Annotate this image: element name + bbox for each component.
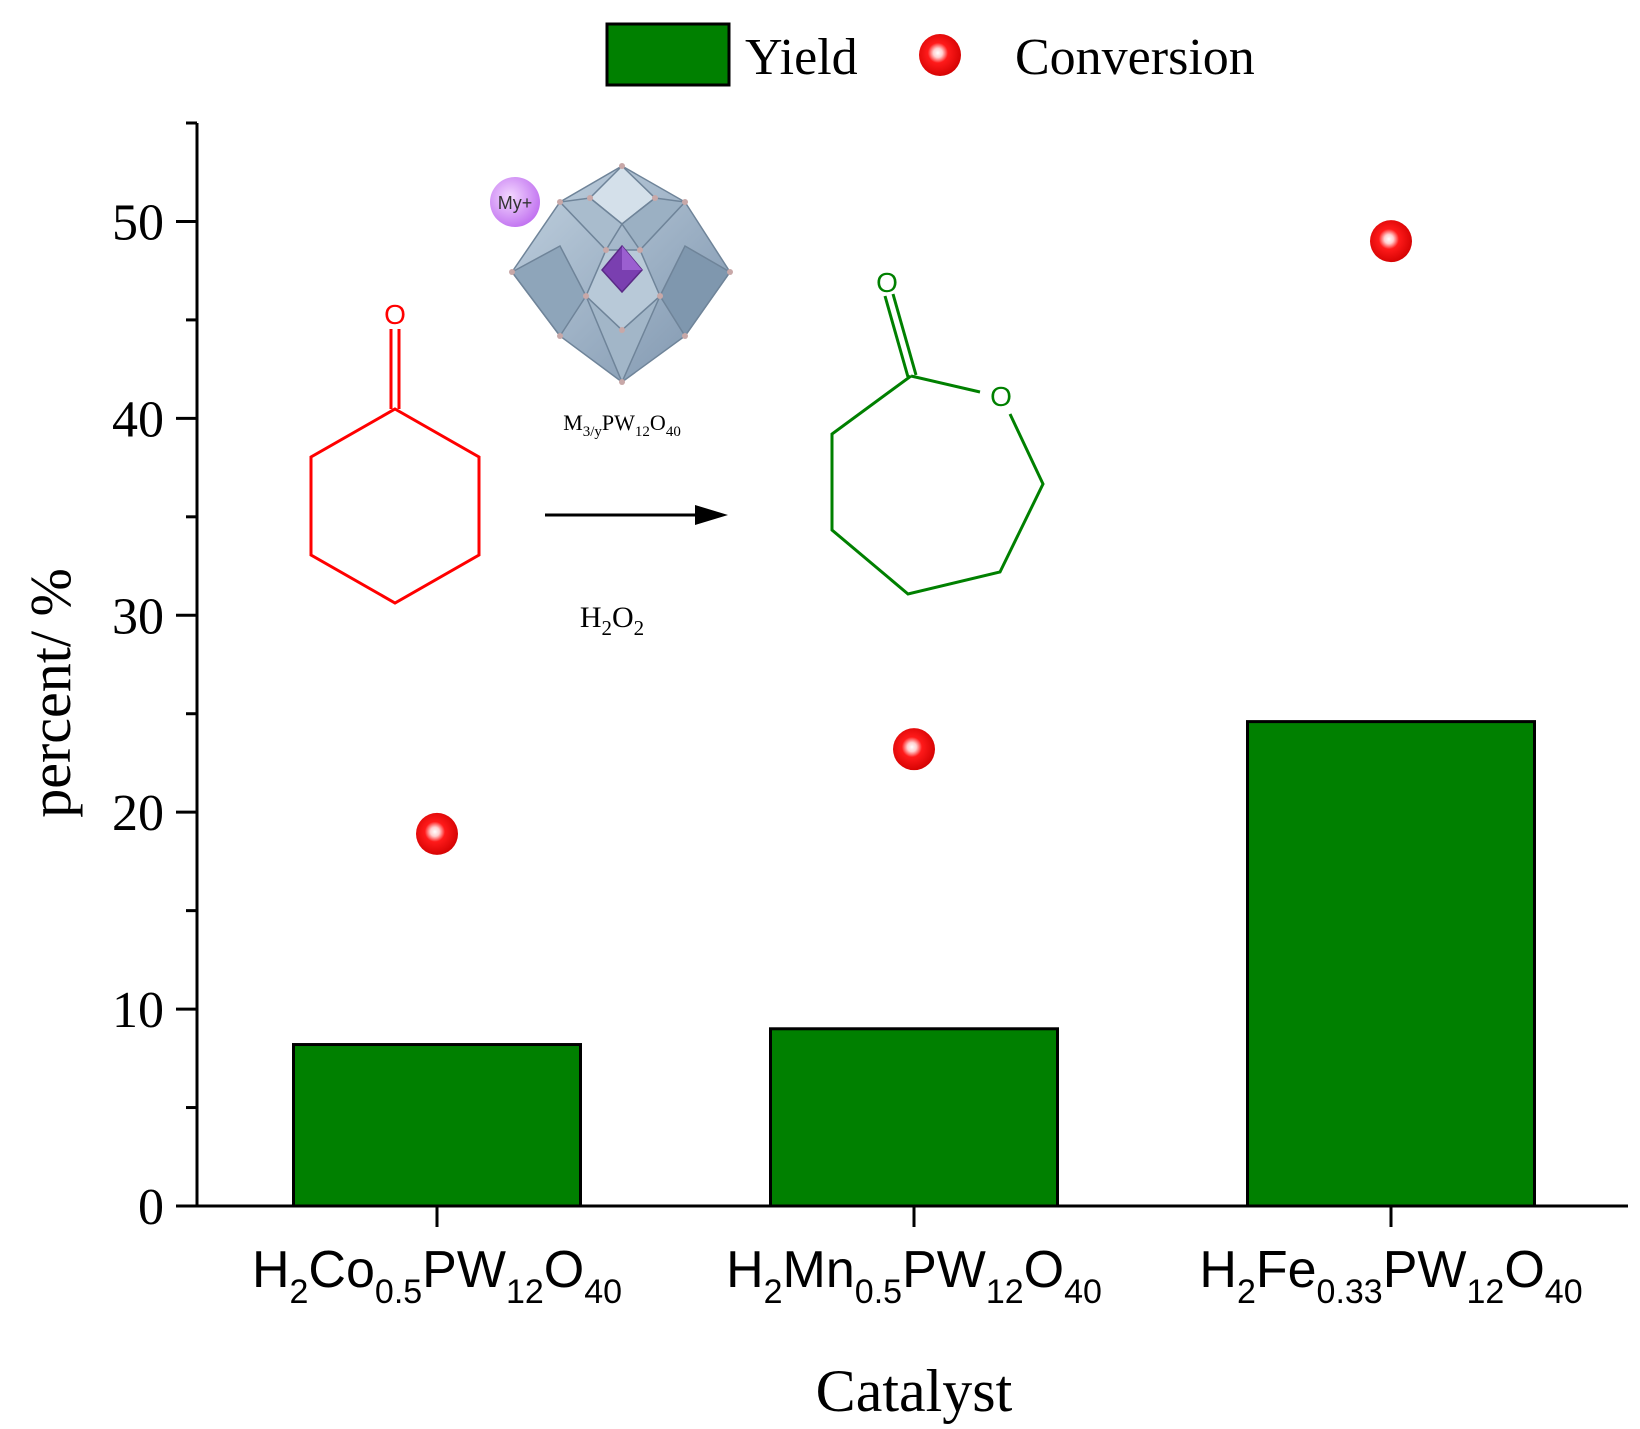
ring-oxygen-label: O bbox=[990, 381, 1012, 412]
reactant-oxygen-label: O bbox=[384, 299, 406, 330]
carbonyl-oxygen-label: O bbox=[876, 267, 898, 298]
oxidant-formula-text: H2​O2​ bbox=[580, 601, 644, 640]
catalyst-formula-label: M3/y​PW12​O40​ bbox=[563, 410, 681, 440]
axes bbox=[176, 123, 1628, 1208]
y-tick-label: 0 bbox=[138, 1179, 164, 1236]
y-tick-label: 20 bbox=[112, 785, 164, 842]
y-tick-label: 40 bbox=[112, 391, 164, 448]
x-ticks bbox=[435, 1206, 1393, 1227]
reaction-scheme: O My+ M3/y​P bbox=[309, 163, 1045, 640]
metal-ion-icon bbox=[490, 177, 540, 227]
legend-label-yield: Yield bbox=[745, 29, 858, 86]
x-tick-labels: H2​Co0.5​PW12​O40​ H2​Mn0.5​PW12​O40​ H2​F… bbox=[252, 1241, 1583, 1311]
yield-bars bbox=[292, 720, 1536, 1208]
y-tick-label: 50 bbox=[112, 194, 164, 251]
polyoxometalate-structure bbox=[509, 163, 733, 385]
reaction-arrow bbox=[545, 505, 728, 525]
y-ticks: 0 10 20 30 40 50 bbox=[112, 121, 197, 1236]
y-tick-label: 10 bbox=[112, 982, 164, 1039]
caprolactone-structure bbox=[830, 293, 1045, 596]
metal-ion-label: My+ bbox=[498, 193, 533, 213]
conversion-points bbox=[416, 220, 1412, 855]
conversion-point bbox=[893, 728, 935, 771]
x-tick-label: H2​Fe0.33​PW12​O40​ bbox=[1199, 1241, 1582, 1311]
legend-label-conversion: Conversion bbox=[1015, 29, 1255, 86]
x-tick-label: H2​Co0.5​PW12​O40​ bbox=[252, 1241, 622, 1311]
cyclohexanone-structure bbox=[309, 329, 481, 605]
y-axis-title: percent/ % bbox=[18, 568, 83, 818]
conversion-point bbox=[1370, 220, 1412, 263]
yield-bar bbox=[1246, 720, 1536, 1208]
catalyst-formula-text: M3/y​PW12​O40​ bbox=[563, 410, 681, 440]
legend-swatch-yield bbox=[605, 22, 731, 87]
legend-marker-conversion bbox=[919, 34, 961, 76]
yield-bar bbox=[769, 1027, 1059, 1208]
y-tick-label: 30 bbox=[112, 588, 164, 645]
x-tick-label: H2​Mn0.5​PW12​O40​ bbox=[726, 1241, 1102, 1311]
legend: Yield Conversion bbox=[605, 22, 1255, 87]
oxidant-formula-label: H2​O2​ bbox=[580, 601, 644, 640]
x-axis-title: Catalyst bbox=[816, 1358, 1013, 1424]
yield-bar bbox=[292, 1043, 582, 1208]
conversion-point bbox=[416, 812, 458, 855]
